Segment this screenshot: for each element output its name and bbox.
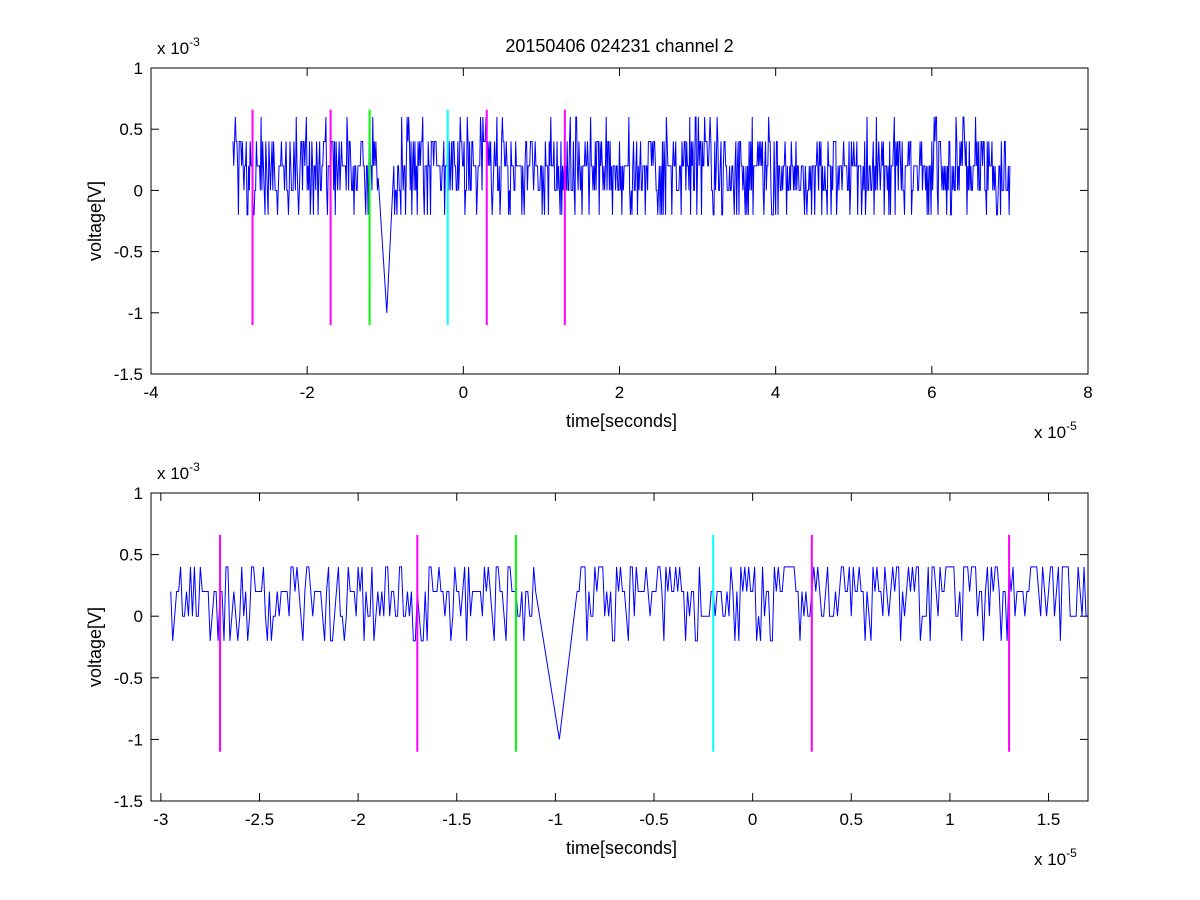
- y-axis-label: voltage[V]: [85, 607, 105, 687]
- y-tick-label: -0.5: [114, 669, 143, 688]
- x-exponent-power: -5: [1066, 419, 1077, 433]
- y-tick-label: 0.5: [119, 120, 143, 139]
- y-exponent-power: -3: [189, 35, 200, 49]
- x-tick-label: 0: [459, 383, 468, 402]
- x-tick-label: 1: [945, 810, 954, 829]
- x-axis-label: time[seconds]: [566, 838, 677, 858]
- x-tick-label: 0: [748, 810, 757, 829]
- y-tick-label: -1: [128, 304, 143, 323]
- x-tick-label: -3: [153, 810, 168, 829]
- y-exponent-base: x 10: [157, 39, 189, 58]
- y-exponent-label: x 10-3: [157, 35, 200, 58]
- chart-title: 20150406 024231 channel 2: [505, 36, 733, 56]
- y-tick-label: 0: [134, 607, 143, 626]
- y-exponent-base: x 10: [157, 464, 189, 483]
- y-tick-label: -1.5: [114, 365, 143, 384]
- signal-trace: [170, 566, 1088, 740]
- axes-box: [150, 492, 1089, 802]
- x-exponent-label: x 10-5: [1034, 846, 1077, 869]
- y-tick-label: -0.5: [114, 243, 143, 262]
- x-exponent-label: x 10-5: [1034, 419, 1077, 442]
- x-tick-label: 6: [927, 383, 936, 402]
- top-plot: -4 -2 0 2 4 6 8-1.5-1-0.500.51x 10-3x 10-5time…: [85, 35, 1093, 442]
- x-tick-label: -4: [143, 383, 158, 402]
- x-tick-label: -2: [300, 383, 315, 402]
- y-tick-label: 1: [134, 59, 143, 78]
- x-axis-label: time[seconds]: [566, 411, 677, 431]
- x-tick-label: -0.5: [639, 810, 668, 829]
- x-tick-label: -2: [351, 810, 366, 829]
- y-exponent-label: x 10-3: [157, 460, 200, 483]
- x-tick-label: -1: [548, 810, 563, 829]
- y-tick-label: -1.5: [114, 792, 143, 811]
- y-tick-label: 1: [134, 484, 143, 503]
- y-exponent-power: -3: [189, 460, 200, 474]
- x-tick-label: 1.5: [1037, 810, 1061, 829]
- x-tick-label: -1.5: [442, 810, 471, 829]
- y-tick-label: 0: [134, 181, 143, 200]
- x-tick-label: 2: [615, 383, 624, 402]
- bottom-plot: -3 -2.5 -2 -1.5 -1 -0.5 0 0.5 1 1.5 -1.5 -1 -0.5 0 0.5…: [85, 460, 1089, 869]
- x-tick-label: 0.5: [839, 810, 863, 829]
- y-axis-label: voltage[V]: [85, 181, 105, 261]
- x-tick-label: 4: [771, 383, 780, 402]
- signal-trace: [232, 116, 1011, 313]
- x-exponent-base: x 10: [1034, 423, 1066, 442]
- y-tick-label: 0.5: [119, 546, 143, 565]
- x-tick-label: 8: [1083, 383, 1092, 402]
- x-exponent-base: x 10: [1034, 850, 1066, 869]
- y-tick-label: -1: [128, 730, 143, 749]
- x-exponent-power: -5: [1066, 846, 1077, 860]
- axes-box: [150, 67, 1089, 375]
- x-tick-label: -2.5: [245, 810, 274, 829]
